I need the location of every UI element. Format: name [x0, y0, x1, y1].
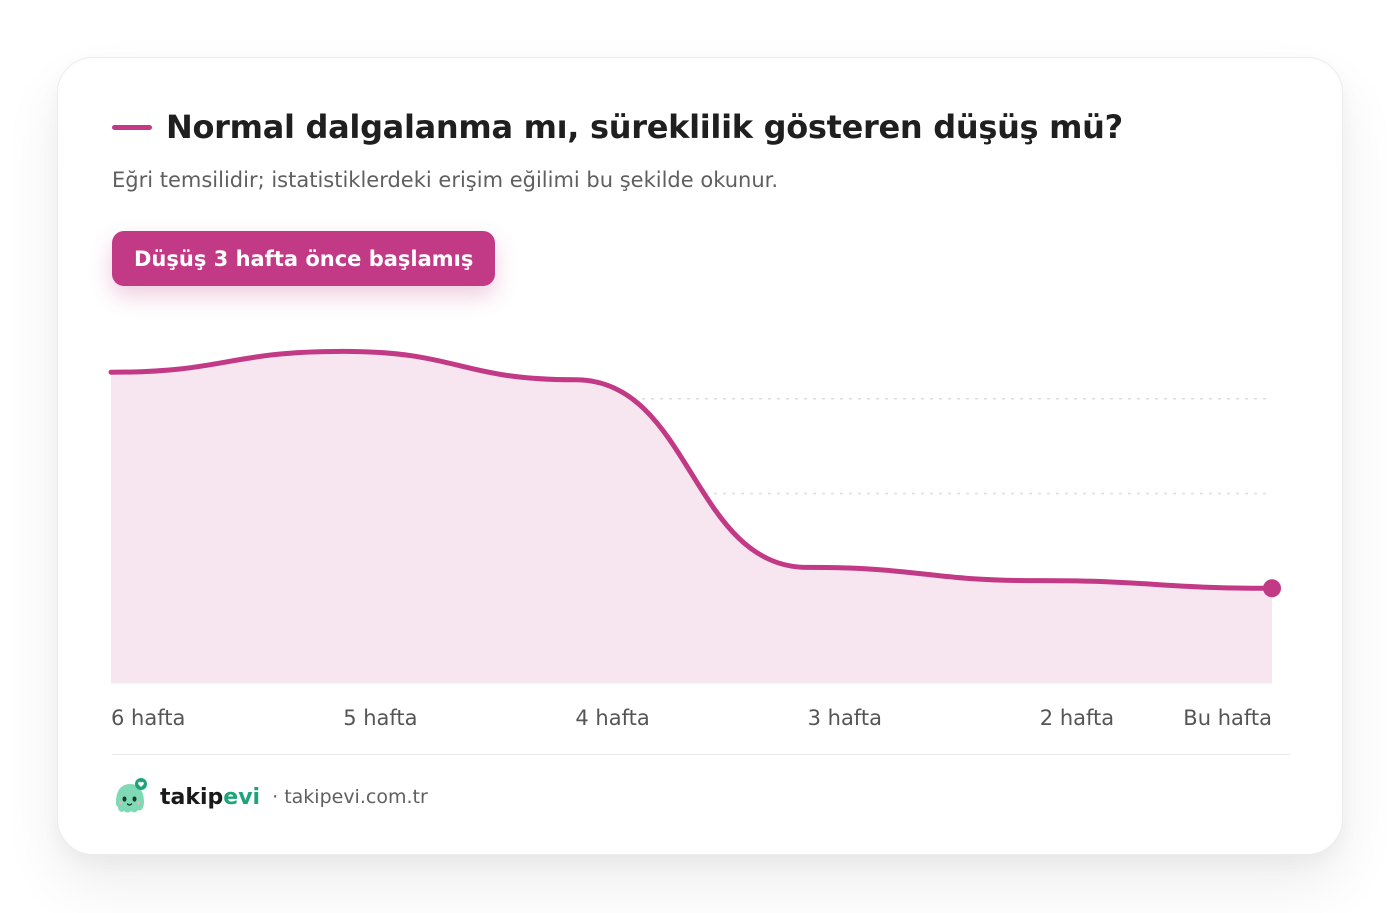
- chart-subtitle: Eğri temsilidir; istatistiklerdeki erişi…: [112, 168, 779, 192]
- footer-url: · takipevi.com.tr: [272, 786, 428, 808]
- footer-divider: [112, 754, 1290, 755]
- x-tick-label: 4 hafta: [575, 706, 649, 730]
- annotation-badge: Düşüş 3 hafta önce başlamış: [112, 231, 496, 286]
- footer: takip evi · takipevi.com.tr: [110, 776, 428, 818]
- x-tick-label: 5 hafta: [343, 706, 417, 730]
- x-tick-label: 3 hafta: [808, 706, 882, 730]
- brand-name-accent: evi: [223, 784, 261, 810]
- x-tick-label: 6 hafta: [111, 706, 185, 730]
- legend-swatch: [112, 124, 152, 130]
- chart-title: Normal dalgalanma mı, süreklilik göstere…: [166, 108, 1123, 146]
- title-row: Normal dalgalanma mı, süreklilik göstere…: [112, 108, 1123, 146]
- brand-name: takip: [160, 784, 224, 810]
- series-line: [108, 348, 1275, 591]
- area-fill: [111, 351, 1272, 683]
- x-axis-labels: 6 hafta 5 hafta 4 hafta 3 hafta 2 hafta Bu ha…: [111, 706, 1272, 730]
- x-tick-label: Bu hafta: [1183, 706, 1272, 730]
- x-tick-label: 2 hafta: [1040, 706, 1114, 730]
- ghost-mascot-icon: [116, 778, 147, 813]
- point-layer: [1263, 579, 1281, 598]
- current-week-point: [1263, 579, 1281, 598]
